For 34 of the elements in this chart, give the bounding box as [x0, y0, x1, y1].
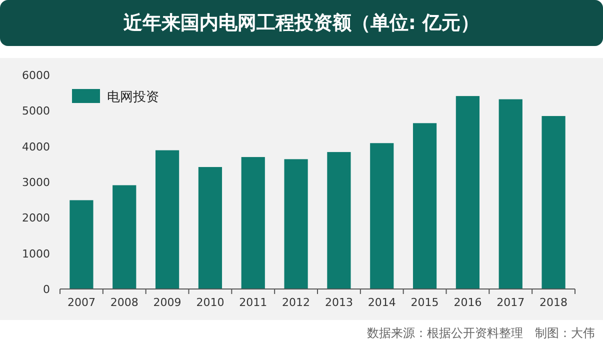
bar [370, 143, 394, 289]
y-tick-label: 4000 [22, 140, 50, 154]
bar [456, 96, 480, 289]
bar [112, 185, 136, 289]
bar [542, 116, 566, 289]
x-tick-label: 2010 [196, 296, 224, 309]
bar [70, 200, 94, 289]
x-tick-label: 2012 [282, 296, 310, 309]
y-tick-label: 2000 [22, 212, 50, 225]
x-tick-label: 2018 [540, 296, 568, 309]
x-tick-label: 2014 [368, 296, 396, 309]
x-tick-label: 2007 [67, 296, 96, 309]
x-tick-label: 2017 [496, 296, 525, 309]
x-tick-label: 2013 [324, 296, 353, 309]
chart-title: 近年来国内电网工程投资额（单位: 亿元） [122, 12, 480, 34]
bar [412, 123, 437, 289]
x-tick-label: 2015 [410, 296, 439, 309]
y-tick-label: 3000 [22, 176, 50, 189]
bar [498, 99, 522, 289]
y-tick-label: 5000 [22, 104, 50, 118]
bar [241, 157, 265, 289]
bar [155, 150, 180, 289]
bar [198, 167, 222, 289]
x-tick-label: 2008 [110, 296, 138, 309]
bar [327, 152, 351, 289]
x-tick-label: 2009 [153, 296, 182, 309]
y-tick-label: 6000 [22, 69, 50, 82]
legend-label: 电网投资 [107, 90, 159, 105]
x-tick-label: 2016 [454, 296, 482, 309]
bar [284, 159, 308, 289]
x-tick-label: 2011 [239, 296, 268, 309]
source-note: 数据来源：根据公开资料整理 制图：大伟 [367, 326, 595, 340]
y-tick-label: 1000 [22, 247, 50, 260]
y-tick-label: 0 [43, 283, 50, 296]
